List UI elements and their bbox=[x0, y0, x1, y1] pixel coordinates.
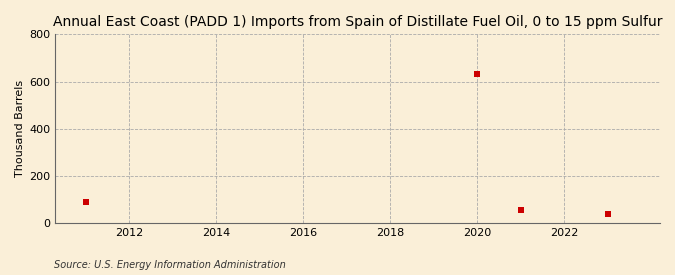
Point bbox=[602, 211, 613, 216]
Title: Annual East Coast (PADD 1) Imports from Spain of Distillate Fuel Oil, 0 to 15 pp: Annual East Coast (PADD 1) Imports from … bbox=[53, 15, 662, 29]
Y-axis label: Thousand Barrels: Thousand Barrels bbox=[15, 80, 25, 177]
Point bbox=[515, 208, 526, 212]
Point bbox=[80, 200, 91, 204]
Point bbox=[472, 72, 483, 77]
Text: Source: U.S. Energy Information Administration: Source: U.S. Energy Information Administ… bbox=[54, 260, 286, 270]
